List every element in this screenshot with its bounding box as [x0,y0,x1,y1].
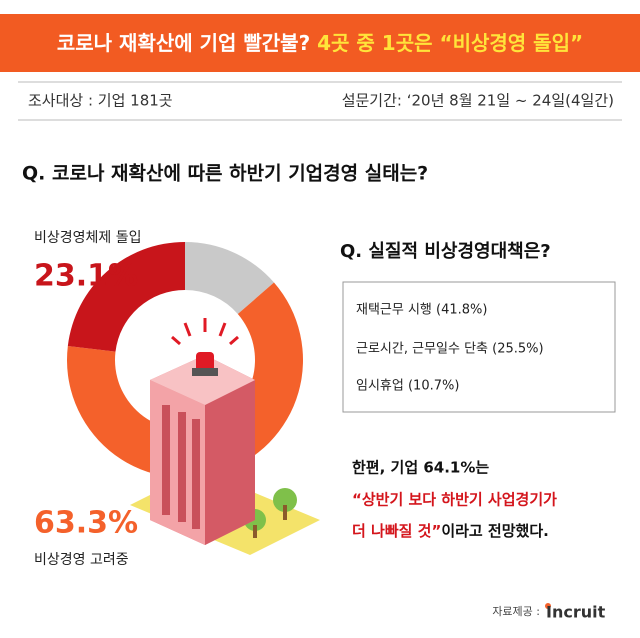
category-label: 비상경영 고려중 [34,552,129,568]
header-title: 코로나 재확산에 기업 빨간불? 4곳 중 1곳은 “비상경영 돌입” [57,31,583,55]
donut-segment [67,242,185,352]
conclusion-line: 더 나빠질 것”이라고 전망했다. [352,522,549,540]
value-label: 23.1% [34,259,138,294]
measure-item: 임시휴업 (10.7%) [356,379,459,394]
conclusion-red: 더 나빠질 것” [352,522,441,540]
conclusion-line: “상반기 보다 하반기 사업경기가 [352,491,557,509]
source-logo: Incruit [546,603,606,622]
title-highlight: 4곳 중 1곳은 “비상경영 돌입” [317,31,583,55]
conclusion-line: 한편, 기업 64.1%는 [352,459,489,477]
survey-period: 설문기간: ‘20년 8월 21일 ~ 24일(4일간) [342,92,614,110]
survey-target: 조사대상 : 기업 181곳 [28,92,173,110]
measure-item: 근로시간, 근무일수 단축 (25.5%) [356,342,544,357]
logo-dot [545,603,551,609]
conclusion-black: 이라고 전망했다. [441,522,549,540]
source-label: 자료제공 : [492,605,540,618]
measures-box [342,281,616,413]
chart-title: Q. 코로나 재확산에 따른 하반기 기업경영 실태는? [22,162,428,185]
header-bar [0,14,640,72]
value-label: 63.3% [34,506,138,541]
donut-segment [185,242,275,315]
category-label: 비상경영체제 돌입 [34,230,142,246]
measures-title: Q. 실질적 비상경영대책은? [340,241,551,262]
building-illustration [130,318,320,555]
title-main: 코로나 재확산에 기업 빨간불? [57,31,310,55]
measure-item: 재택근무 시행 (41.8%) [356,302,487,318]
